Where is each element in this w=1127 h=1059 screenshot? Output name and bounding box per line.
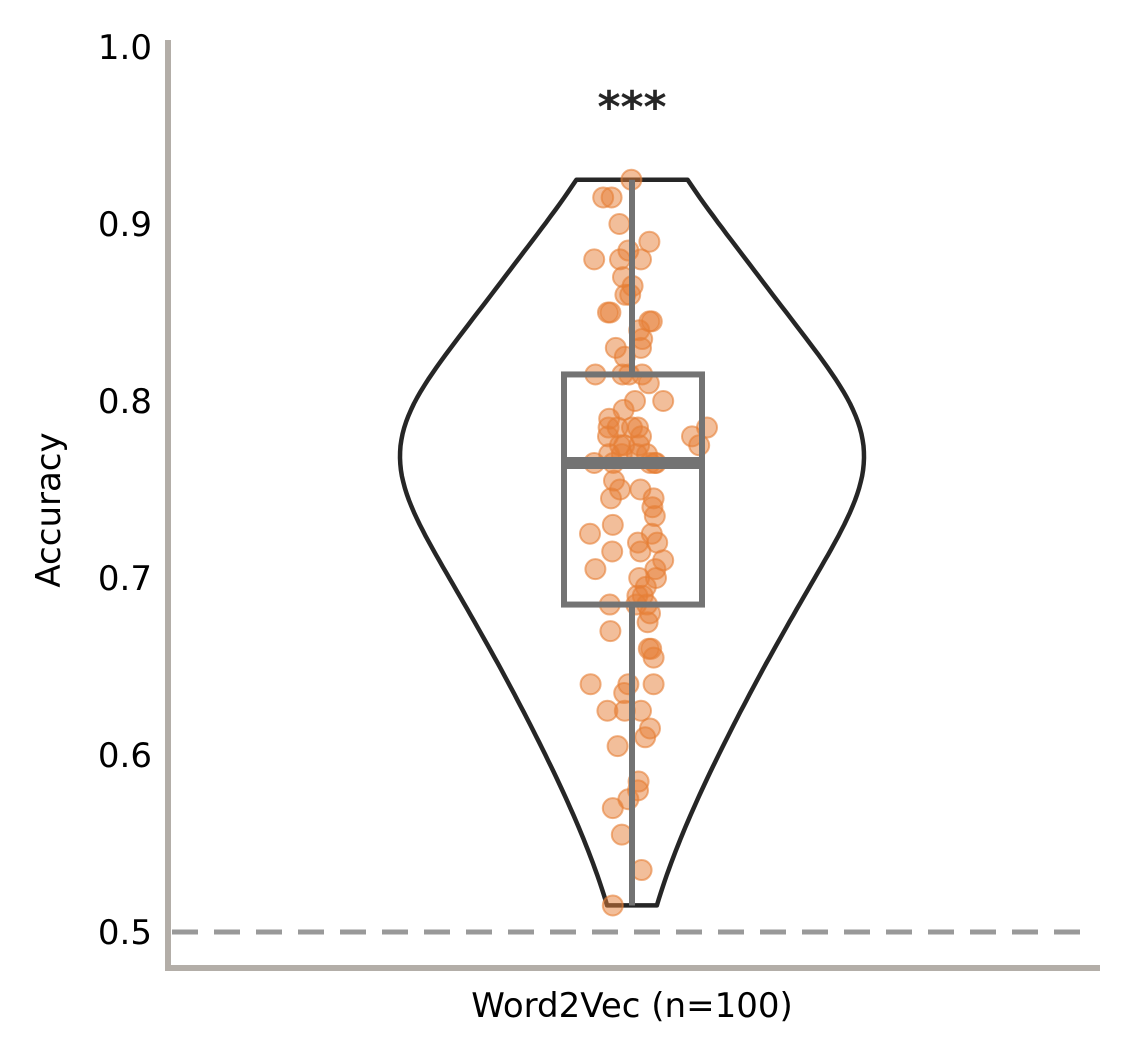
box-layer <box>561 179 705 906</box>
y-tick-label: 0.7 <box>98 559 152 599</box>
y-tick-label: 0.9 <box>98 205 152 245</box>
data-point <box>599 301 622 324</box>
data-point <box>601 540 624 563</box>
data-point <box>609 248 631 271</box>
data-point <box>629 540 652 563</box>
data-point <box>601 513 624 536</box>
data-point <box>599 620 622 643</box>
y-tick-labels: 0.5 0.6 0.7 0.8 0.9 1.0 <box>98 28 152 953</box>
data-point <box>579 522 601 545</box>
significance-label: *** <box>597 82 666 133</box>
y-axis-label: Accuracy <box>29 432 69 587</box>
data-point <box>643 505 666 528</box>
data-point <box>579 673 602 696</box>
data-point <box>636 611 659 634</box>
y-tick-label: 0.6 <box>98 736 152 776</box>
data-point <box>601 797 624 820</box>
y-tick-label: 1.0 <box>98 28 152 68</box>
data-point <box>606 735 629 758</box>
data-point <box>642 646 665 669</box>
data-point <box>634 726 657 749</box>
data-point <box>583 248 606 271</box>
data-point <box>610 823 633 846</box>
x-axis-label: Word2Vec (n=100) <box>471 986 793 1026</box>
data-point <box>596 699 619 722</box>
axis-layer <box>165 40 1100 971</box>
data-point <box>584 558 607 581</box>
data-point <box>601 894 624 917</box>
y-tick-label: 0.5 <box>98 913 152 953</box>
box-iqr <box>561 371 705 608</box>
data-point <box>608 213 631 235</box>
data-point <box>638 230 661 253</box>
violin-outline <box>397 177 867 908</box>
data-point <box>642 673 665 696</box>
y-tick-label: 0.8 <box>98 382 152 422</box>
violin-layer <box>397 177 867 908</box>
data-point <box>652 390 675 412</box>
data-point <box>600 186 623 209</box>
data-point <box>600 487 622 510</box>
